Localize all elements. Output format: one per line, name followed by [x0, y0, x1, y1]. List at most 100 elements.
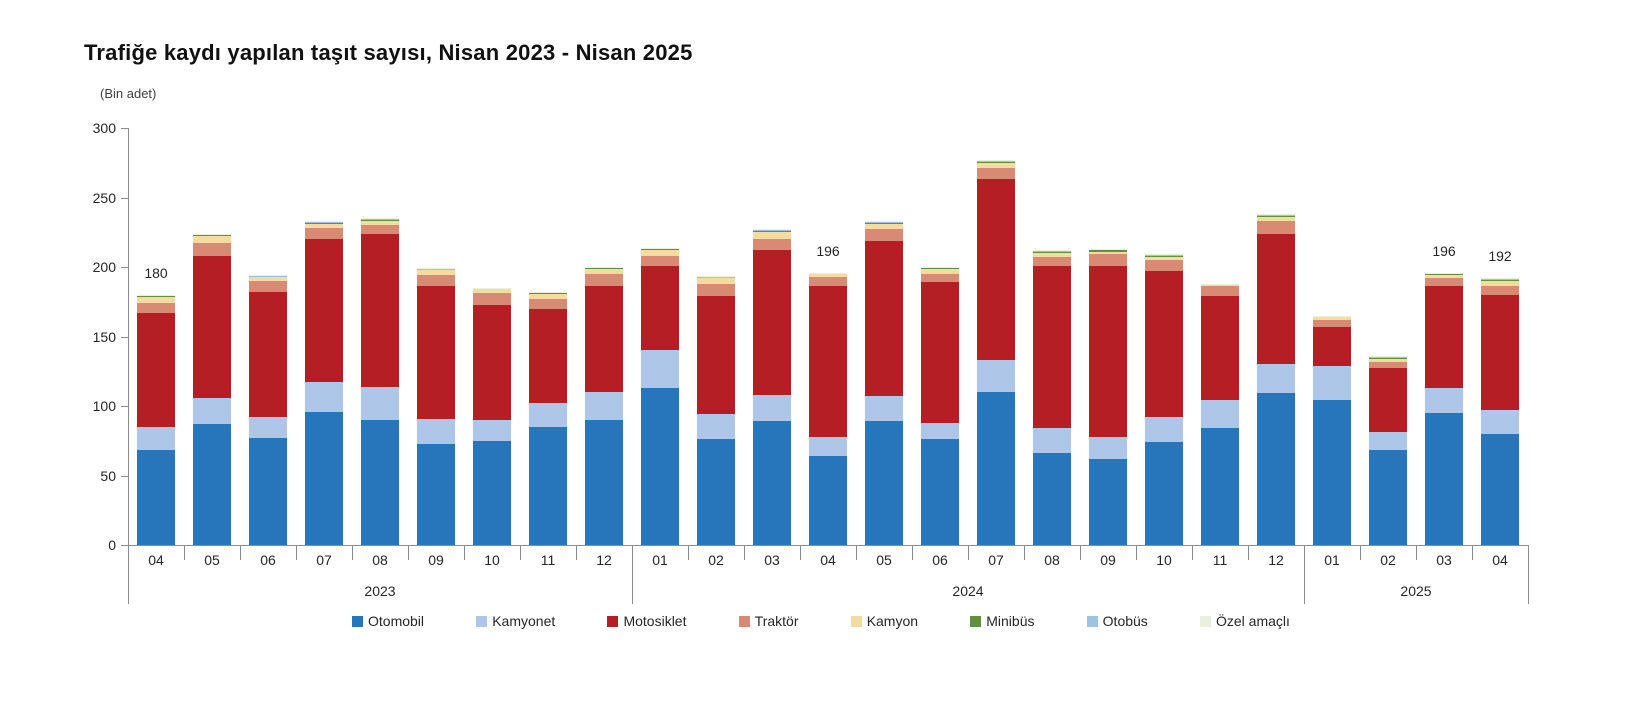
- bar-segment-kamyon: [753, 232, 791, 240]
- x-month-label: 06: [260, 552, 276, 568]
- x-month-label: 12: [1268, 552, 1284, 568]
- bar-segment-otomobil: [1257, 393, 1295, 545]
- y-tick-label: 100: [92, 398, 116, 414]
- bar-segment-kamyon: [921, 268, 959, 274]
- bar-segment-motosiklet: [473, 304, 511, 420]
- bar-segment-motosiklet: [417, 286, 455, 419]
- bar-segment-otomobil: [585, 419, 623, 545]
- bar-segment-trakt-r: [697, 283, 735, 297]
- year-separator: [1528, 545, 1529, 604]
- bar-value-label: 192: [1488, 248, 1512, 265]
- x-month-label: 05: [876, 552, 892, 568]
- bar-segment-trakt-r: [1481, 286, 1519, 295]
- y-tick-mark: [121, 336, 128, 338]
- legend-swatch-icon: [970, 615, 982, 627]
- bar-segment-otob-s: [193, 234, 231, 236]
- legend-swatch-icon: [476, 615, 488, 627]
- bar-segment-otomobil: [417, 443, 455, 545]
- bar-segment-otomobil: [361, 419, 399, 545]
- bar-segment-trakt-r: [1369, 361, 1407, 369]
- bar-segment--zel-ama-l-: [1089, 248, 1127, 250]
- month-separator: [352, 545, 353, 560]
- bar-segment-kamyonet: [1481, 410, 1519, 434]
- legend-label: Kamyonet: [492, 613, 556, 629]
- bar-segment-motosiklet: [1089, 265, 1127, 437]
- bar-segment-trakt-r: [1313, 319, 1351, 327]
- x-month-label: 03: [764, 552, 780, 568]
- year-separator: [1304, 545, 1305, 604]
- bar-segment--zel-ama-l-: [1257, 214, 1295, 215]
- bar-segment-otomobil: [697, 439, 735, 545]
- month-separator: [240, 545, 241, 560]
- bar-segment--zel-ama-l-: [865, 221, 903, 222]
- y-tick-label: 50: [100, 467, 116, 484]
- bar-segment-minib-s: [1425, 273, 1463, 276]
- x-month-label: 10: [1156, 552, 1172, 568]
- y-tick-label: 250: [92, 189, 116, 206]
- bar-segment-kamyonet: [809, 436, 847, 457]
- x-year-label: 2025: [1400, 583, 1432, 599]
- legend-item--zel-ama-l-: Özel amaçlı: [1200, 613, 1290, 629]
- bar-segment-kamyonet: [1033, 428, 1071, 454]
- legend-swatch-icon: [1086, 615, 1098, 627]
- bar-segment-trakt-r: [1257, 221, 1295, 234]
- month-separator: [464, 545, 465, 560]
- bar-segment-kamyonet: [529, 403, 567, 427]
- bar-segment-kamyonet: [249, 417, 287, 438]
- month-separator: [744, 545, 745, 560]
- x-month-label: 03: [1436, 552, 1452, 568]
- month-separator: [1080, 545, 1081, 560]
- bar-segment--zel-ama-l-: [641, 247, 679, 249]
- bar-segment-minib-s: [1201, 283, 1239, 286]
- bar-segment--zel-ama-l-: [1425, 272, 1463, 274]
- bar-segment-motosiklet: [585, 286, 623, 393]
- bar-segment-trakt-r: [977, 168, 1015, 180]
- bar-segment-trakt-r: [1201, 286, 1239, 297]
- bar-segment-motosiklet: [641, 265, 679, 351]
- bar-segment-minib-s: [585, 267, 623, 269]
- bar-segment--zel-ama-l-: [1369, 355, 1407, 357]
- legend-item-motosiklet: Motosiklet: [607, 613, 686, 629]
- bar-segment-minib-s: [753, 230, 791, 233]
- bar-segment--zel-ama-l-: [137, 294, 175, 296]
- x-month-label: 08: [1044, 552, 1060, 568]
- bar-segment-trakt-r: [529, 298, 567, 309]
- bar-segment-kamyon: [193, 236, 231, 244]
- chart-legend: Otomobil Kamyonet Motosiklet Traktör Kamyon M…: [352, 613, 1290, 629]
- legend-item-otob-s: Otobüs: [1086, 613, 1148, 629]
- x-month-label: 11: [1212, 552, 1228, 568]
- bar-segment-kamyonet: [1313, 365, 1351, 401]
- bar-segment--zel-ama-l-: [361, 218, 399, 220]
- year-separator: [632, 545, 633, 604]
- month-separator: [576, 545, 577, 560]
- bar-segment-motosiklet: [1033, 265, 1071, 429]
- x-month-label: 10: [484, 552, 500, 568]
- x-axis-line: [128, 545, 1528, 546]
- bar-segment-trakt-r: [921, 273, 959, 283]
- bar-segment-trakt-r: [585, 273, 623, 287]
- bar-segment-kamyonet: [417, 418, 455, 444]
- bar-segment-trakt-r: [137, 303, 175, 313]
- bar-segment-kamyon: [585, 268, 623, 274]
- bar-segment-kamyonet: [1201, 400, 1239, 429]
- y-axis-unit-label: (Bin adet): [100, 86, 157, 101]
- bar-segment-minib-s: [921, 267, 959, 269]
- bar-segment--zel-ama-l-: [1033, 250, 1071, 251]
- bar-segment-kamyonet: [1425, 387, 1463, 413]
- y-tick-label: 200: [92, 259, 116, 275]
- bar-segment-motosiklet: [1201, 296, 1239, 401]
- bar-segment-motosiklet: [753, 250, 791, 395]
- bar-value-label: 196: [816, 242, 840, 259]
- x-month-label: 04: [148, 552, 164, 568]
- bar-segment-kamyonet: [921, 422, 959, 440]
- bar-segment-motosiklet: [697, 296, 735, 415]
- bar-segment-kamyon: [1369, 358, 1407, 362]
- bar-segment-motosiklet: [1481, 294, 1519, 411]
- bar-segment-otomobil: [1481, 433, 1519, 545]
- bar-segment-kamyon: [305, 223, 343, 229]
- bar-segment-motosiklet: [137, 312, 175, 427]
- bar-segment-kamyon: [529, 293, 567, 299]
- bar-segment-otob-s: [1425, 273, 1463, 274]
- month-separator: [1416, 545, 1417, 560]
- bar-value-label: 196: [1432, 242, 1456, 259]
